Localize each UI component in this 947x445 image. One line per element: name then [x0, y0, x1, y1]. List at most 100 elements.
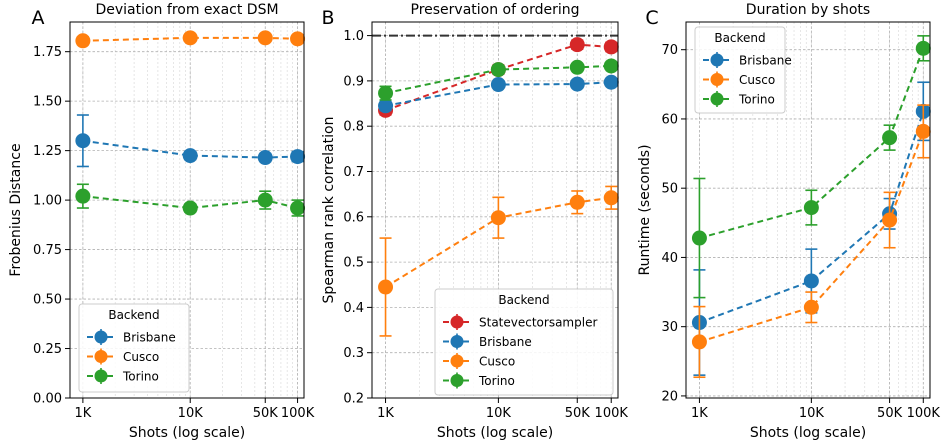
- data-point: [290, 31, 306, 47]
- series-torino: [378, 58, 619, 101]
- x-axis-label: Shots (log scale): [750, 425, 866, 441]
- data-point: [882, 130, 898, 146]
- y-tick-label: 1.75: [33, 45, 62, 60]
- panel-letter: C: [645, 7, 658, 29]
- legend-label: Cusco: [479, 355, 515, 369]
- y-tick-label: 0.8: [343, 120, 364, 135]
- data-point: [603, 39, 619, 55]
- legend: Backend Statevectorsampler Brisbane Cusco To…: [434, 288, 614, 396]
- chart-title: Preservation of ordering: [411, 2, 580, 18]
- legend-marker: [450, 315, 464, 329]
- panel-b: 1K 10K 50K 100K 0.2 0.3 0.4 0.5 0.6 0.7 0.8 0.9 1.0 P…: [321, 2, 628, 441]
- data-point: [915, 123, 931, 139]
- data-point: [257, 30, 273, 46]
- legend-label: Cusco: [739, 73, 775, 87]
- legend-label: Brisbane: [123, 331, 176, 345]
- x-tick-label: 10K: [178, 406, 204, 421]
- y-tick-label: 0.9: [343, 74, 364, 89]
- y-tick-label: 0.00: [33, 392, 62, 407]
- chart-title: Deviation from exact DSM: [95, 2, 278, 18]
- panel-letter: B: [321, 7, 334, 29]
- legend-item-torino: Torino: [443, 372, 515, 389]
- legend-item-brisbane: Brisbane: [703, 52, 792, 68]
- series-torino: [75, 183, 306, 217]
- data-point: [378, 98, 394, 114]
- data-point: [182, 30, 198, 46]
- legend-label: Brisbane: [739, 54, 792, 68]
- data-point: [603, 74, 619, 90]
- series-cusco: [75, 30, 306, 49]
- y-tick-label: 0.5: [343, 256, 364, 271]
- data-point: [803, 200, 819, 216]
- series-line: [385, 43, 612, 112]
- y-tick-label: 0.25: [33, 342, 62, 357]
- legend-item-torino: Torino: [703, 91, 775, 107]
- y-tick-label: 1.00: [33, 194, 62, 209]
- series-brisbane: [75, 114, 306, 168]
- panel-letter: A: [32, 7, 45, 29]
- data-point: [915, 40, 931, 56]
- legend-label: Torino: [478, 374, 515, 388]
- legend-item-brisbane: Brisbane: [87, 329, 176, 345]
- series-line: [385, 196, 612, 288]
- legend-title: Backend: [714, 31, 765, 45]
- x-axis-label: Shots (log scale): [437, 425, 553, 441]
- legend-marker: [94, 369, 108, 383]
- legend: Backend Brisbane Cusco Torino: [78, 303, 190, 393]
- y-tick-label: 30: [661, 320, 678, 335]
- series-cusco: [691, 104, 931, 379]
- y-tick-label: 0.7: [343, 165, 364, 180]
- data-point: [569, 194, 585, 210]
- y-tick-label: 20: [661, 389, 678, 404]
- panel-c: 1K 10K 50K 100K 20 30 40 50 60 70 Duration by shot…: [637, 2, 940, 441]
- legend-item-statevectorsampler: Statevectorsampler: [443, 314, 597, 330]
- y-tick-label: 0.3: [343, 346, 364, 361]
- plot-frame: [685, 21, 931, 399]
- data-point: [290, 149, 306, 165]
- y-tick-label: 70: [661, 43, 678, 58]
- data-point: [490, 62, 506, 78]
- y-tick-label: 0.2: [343, 392, 364, 407]
- legend-marker: [450, 335, 464, 348]
- y-axis-label: Runtime (seconds): [637, 144, 653, 275]
- data-point: [490, 210, 506, 226]
- series-line: [82, 139, 298, 159]
- series-torino: [691, 35, 931, 299]
- y-tick-label: 0.6: [343, 210, 364, 225]
- series-line: [385, 64, 612, 95]
- x-tick-label: 100K: [595, 406, 629, 421]
- y-tick-label: 50: [661, 182, 678, 197]
- legend-item-torino: Torino: [87, 368, 159, 384]
- data-point: [603, 58, 619, 74]
- legend-marker: [94, 350, 108, 363]
- chart-title: Duration by shots: [746, 2, 870, 18]
- legend-item-cusco: Cusco: [703, 71, 775, 88]
- legend-marker: [450, 354, 464, 368]
- y-tick-label: 60: [661, 112, 678, 127]
- legend-title: Backend: [498, 293, 549, 307]
- x-tick-label: 50K: [253, 406, 279, 421]
- legend-item-cusco: Cusco: [443, 353, 515, 369]
- y-tick-label: 0.50: [33, 293, 62, 308]
- data-point: [569, 76, 585, 92]
- data-point: [490, 77, 506, 93]
- data-point: [569, 37, 585, 53]
- data-point: [75, 133, 91, 149]
- series-line: [385, 81, 612, 107]
- series-line: [699, 131, 925, 343]
- legend-marker: [710, 92, 724, 106]
- legend-item-brisbane: Brisbane: [443, 333, 532, 350]
- panel-a: 1K 10K 50K 100K 0.00 0.25 0.50 0.75 1.00 1.25 1.50…: [8, 2, 315, 441]
- legend-marker: [710, 73, 724, 86]
- legend-label: Brisbane: [479, 335, 532, 349]
- series-line: [82, 36, 298, 42]
- series-line: [82, 195, 298, 210]
- plot-frame: [69, 21, 305, 399]
- legend-marker: [710, 53, 724, 67]
- y-tick-label: 1.25: [33, 144, 62, 159]
- legend-label: Torino: [738, 93, 775, 107]
- legend-label: Cusco: [123, 350, 159, 364]
- x-tick-label: 1K: [74, 406, 91, 421]
- data-point: [257, 192, 273, 208]
- y-tick-label: 40: [661, 251, 678, 266]
